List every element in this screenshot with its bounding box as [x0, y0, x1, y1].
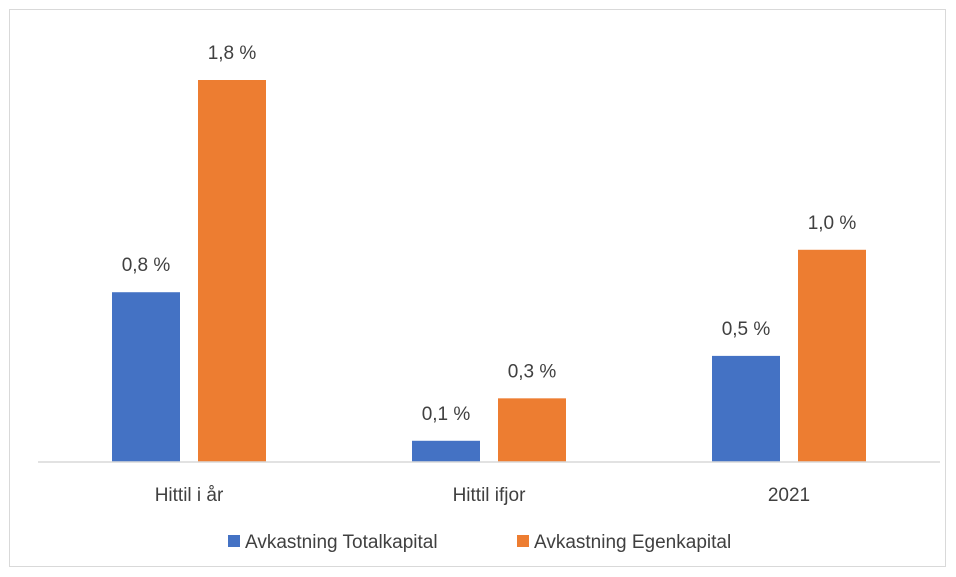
category-tick-labels: Hittil i år Hittil ifjor 2021 — [155, 485, 810, 506]
legend-item-totalkapital: Avkastning Totalkapital — [228, 532, 438, 553]
bar-egenkapital-0 — [198, 80, 266, 462]
legend-label-egenkapital: Avkastning Egenkapital — [534, 532, 731, 553]
legend-swatch-egenkapital — [517, 535, 529, 547]
category-label-0: Hittil i år — [155, 485, 224, 506]
bar-totalkapital-0 — [112, 292, 180, 462]
bars-group — [112, 80, 866, 462]
data-label-egenkapital-2: 1,0 % — [808, 213, 857, 234]
chart-frame — [9, 9, 946, 567]
legend-swatch-totalkapital — [228, 535, 240, 547]
data-label-totalkapital-2: 0,5 % — [722, 319, 771, 340]
bar-egenkapital-1 — [498, 398, 566, 462]
bar-egenkapital-2 — [798, 249, 866, 462]
data-label-egenkapital-1: 0,3 % — [508, 361, 557, 382]
category-label-1: Hittil ifjor — [453, 485, 527, 506]
category-label-2: 2021 — [768, 485, 810, 506]
data-label-totalkapital-1: 0,1 % — [422, 404, 471, 425]
data-label-egenkapital-0: 1,8 % — [208, 43, 257, 64]
bar-totalkapital-2 — [712, 355, 780, 462]
legend-label-totalkapital: Avkastning Totalkapital — [245, 532, 438, 553]
legend-item-egenkapital: Avkastning Egenkapital — [517, 532, 731, 553]
bar-totalkapital-1 — [412, 440, 480, 462]
data-label-totalkapital-0: 0,8 % — [122, 255, 171, 276]
data-labels-group: 0,8 % 1,8 % 0,1 % 0,3 % 0,5 % 1,0 % — [122, 43, 857, 425]
legend: Avkastning Totalkapital Avkastning Egenka… — [228, 532, 731, 553]
